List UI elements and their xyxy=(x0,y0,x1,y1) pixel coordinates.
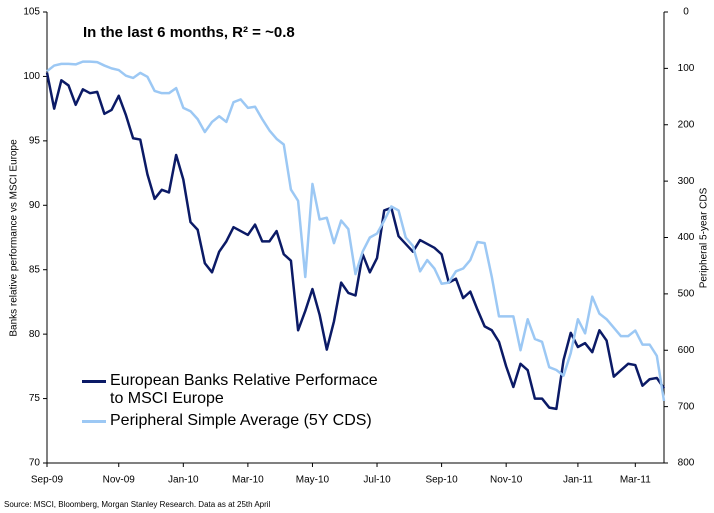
series-line xyxy=(46,60,666,402)
legend-item: European Banks Relative Performace to MS… xyxy=(82,372,392,408)
y-tick-label: 85 xyxy=(29,264,41,275)
y2-tick-label: 200 xyxy=(678,119,695,130)
x-tick-label: Nov-10 xyxy=(490,475,523,486)
legend-item: Peripheral Simple Average (5Y CDS) xyxy=(82,412,392,430)
y2-axis-label: Peripheral 5-year CDS xyxy=(699,187,710,288)
legend: European Banks Relative Performace to MS… xyxy=(82,372,392,434)
y-tick-label: 95 xyxy=(29,135,41,146)
x-tick-label: Sep-09 xyxy=(31,475,64,486)
x-tick-label: Sep-10 xyxy=(425,475,458,486)
y-tick-label: 105 xyxy=(23,7,40,18)
series-line xyxy=(45,72,666,411)
legend-swatch xyxy=(82,380,106,383)
legend-swatch xyxy=(82,420,106,423)
legend-label: Peripheral Simple Average (5Y CDS) xyxy=(110,412,372,429)
source-note: Source: MSCI, Bloomberg, Morgan Stanley … xyxy=(4,500,271,509)
x-tick-label: Jan-10 xyxy=(168,475,199,486)
y-tick-label: 100 xyxy=(23,71,40,82)
y2-tick-label: 300 xyxy=(678,176,695,187)
y-tick-label: 80 xyxy=(29,329,41,340)
x-tick-label: Mar-10 xyxy=(232,475,264,486)
y2-tick-label: 100 xyxy=(678,63,695,74)
x-tick-label: Mar-11 xyxy=(620,475,651,486)
x-tick-label: May-10 xyxy=(296,475,330,486)
x-tick-label: Jan-11 xyxy=(563,475,593,486)
y2-tick-label: 800 xyxy=(678,458,695,469)
chart-title: In the last 6 months, R² = ~0.8 xyxy=(83,24,295,41)
x-tick-label: Jul-10 xyxy=(363,475,391,486)
y2-tick-label: 600 xyxy=(678,345,695,356)
y2-tick-label: 700 xyxy=(678,401,695,412)
y2-tick-label: 500 xyxy=(678,289,695,300)
y-tick-label: 90 xyxy=(29,200,41,211)
y2-tick-label: 0 xyxy=(683,7,689,18)
y-tick-label: 75 xyxy=(29,393,41,404)
y2-tick-label: 400 xyxy=(678,232,695,243)
legend-label: European Banks Relative Performace to MS… xyxy=(110,372,378,407)
y-axis-label: Banks relative performance vs MSCI Europ… xyxy=(9,139,20,337)
y-tick-label: 70 xyxy=(29,458,41,469)
x-tick-label: Nov-09 xyxy=(103,475,136,486)
